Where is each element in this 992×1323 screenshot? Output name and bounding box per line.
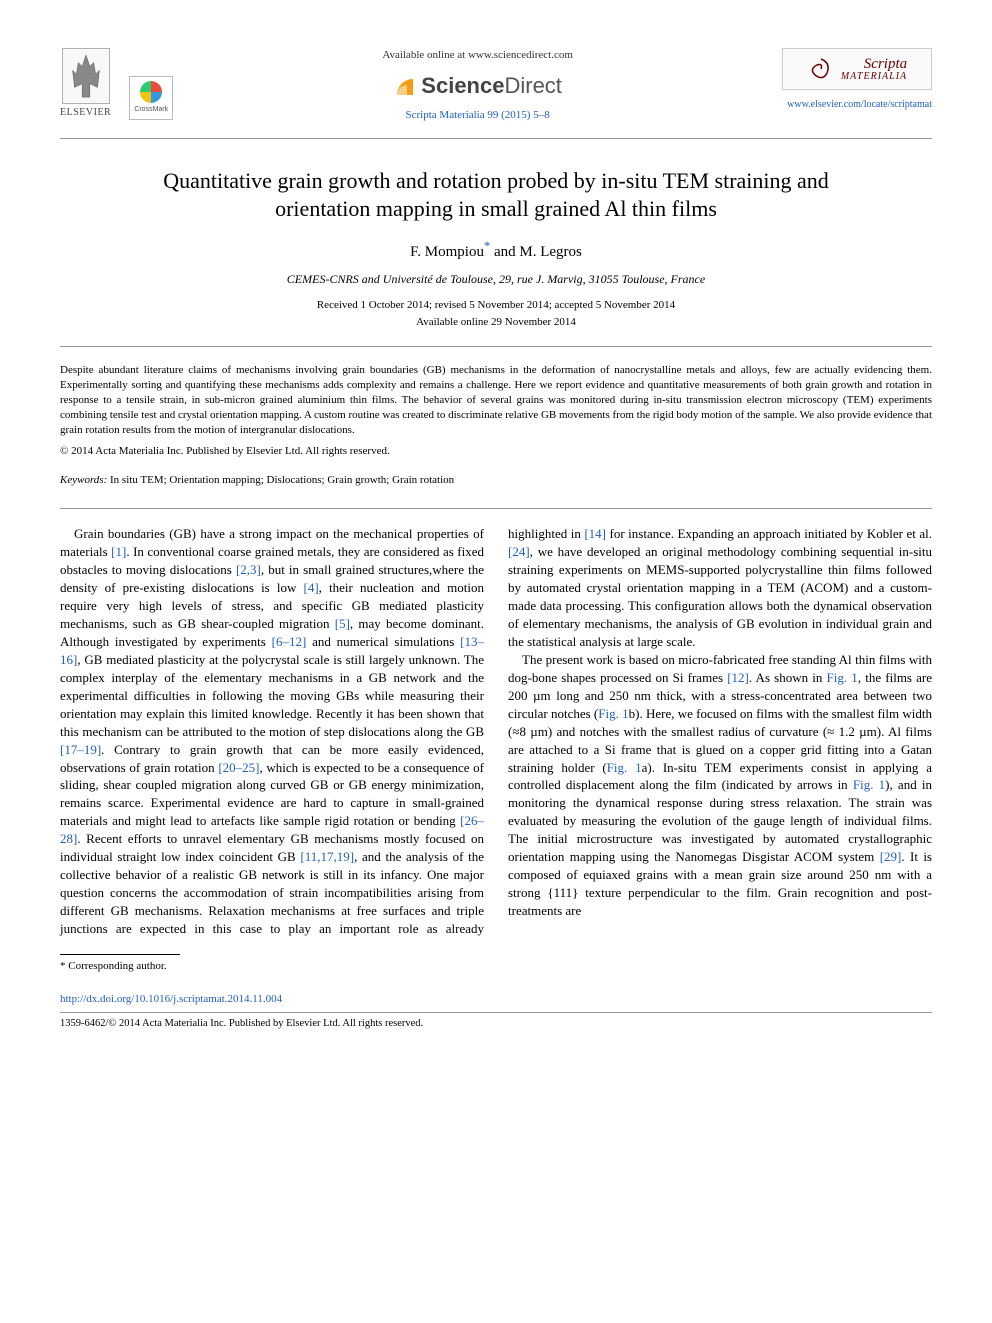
- cite-1[interactable]: [1]: [111, 544, 126, 559]
- footer-divider: [60, 1012, 932, 1013]
- affiliation: CEMES-CNRS and Université de Toulouse, 2…: [60, 271, 932, 288]
- journal-logo-text: Scripta MATERIALIA: [841, 57, 907, 82]
- authors-line: F. Mompiou* and M. Legros: [60, 238, 932, 263]
- dates-online: Available online 29 November 2014: [60, 315, 932, 330]
- abstract-copyright: © 2014 Acta Materialia Inc. Published by…: [60, 444, 932, 459]
- cite-17-19[interactable]: [17–19]: [60, 742, 101, 757]
- fig-ref-1c[interactable]: Fig. 1: [607, 760, 642, 775]
- scripta-line1: Scripta: [841, 57, 907, 72]
- fig-ref-1b[interactable]: Fig. 1: [598, 706, 628, 721]
- crossmark-label: CrossMark: [134, 105, 168, 115]
- fig-ref-1d[interactable]: Fig. 1: [853, 777, 885, 792]
- author-and: and: [490, 244, 519, 260]
- cite-2-3[interactable]: [2,3]: [236, 562, 261, 577]
- header-left: ELSEVIER CrossMark: [60, 48, 173, 120]
- cite-14[interactable]: [14]: [584, 526, 606, 541]
- sciencedirect-logo: ScienceDirect: [193, 71, 762, 102]
- cite-11-17-19[interactable]: [11,17,19]: [300, 849, 354, 864]
- keywords-text: In situ TEM; Orientation mapping; Disloc…: [107, 474, 454, 486]
- crossmark-icon: [140, 81, 162, 103]
- scripta-line2: MATERIALIA: [841, 72, 907, 82]
- header-right: Scripta MATERIALIA www.elsevier.com/loca…: [782, 48, 932, 112]
- article-title: Quantitative grain growth and rotation p…: [120, 167, 872, 224]
- journal-logo-box: Scripta MATERIALIA: [782, 48, 932, 90]
- cite-4[interactable]: [4]: [304, 580, 319, 595]
- cite-6-12[interactable]: [6–12]: [272, 634, 307, 649]
- scripta-swirl-icon: [807, 55, 835, 83]
- fig-ref-1a[interactable]: Fig. 1: [827, 670, 858, 685]
- cite-12[interactable]: [12]: [727, 670, 749, 685]
- divider-bottom: [60, 508, 932, 509]
- sciencedirect-text: ScienceDirect: [421, 71, 562, 102]
- corresponding-footnote: * Corresponding author.: [60, 959, 932, 974]
- available-online-text: Available online at www.sciencedirect.co…: [193, 48, 762, 63]
- sciencedirect-icon: [393, 75, 417, 99]
- cite-24[interactable]: [24]: [508, 544, 530, 559]
- footer-copyright: 1359-6462/© 2014 Acta Materialia Inc. Pu…: [60, 1017, 932, 1032]
- header-center: Available online at www.sciencedirect.co…: [173, 48, 782, 124]
- article-body: Grain boundaries (GB) have a strong impa…: [60, 525, 932, 938]
- journal-reference[interactable]: Scripta Materialia 99 (2015) 5–8: [193, 108, 762, 123]
- body-paragraph-2: The present work is based on micro-fabri…: [508, 651, 932, 920]
- crossmark-badge[interactable]: CrossMark: [129, 76, 173, 120]
- keywords-label: Keywords:: [60, 474, 107, 486]
- cite-5[interactable]: [5]: [335, 616, 350, 631]
- footnote-separator: [60, 954, 180, 955]
- doi-link[interactable]: http://dx.doi.org/10.1016/j.scriptamat.2…: [60, 992, 932, 1007]
- abstract-text: Despite abundant literature claims of me…: [60, 363, 932, 437]
- elsevier-tree-icon: [62, 48, 110, 104]
- page-header: ELSEVIER CrossMark Available online at w…: [60, 48, 932, 139]
- page-footer: http://dx.doi.org/10.1016/j.scriptamat.2…: [60, 992, 932, 1031]
- cite-29[interactable]: [29]: [880, 849, 902, 864]
- dates-received: Received 1 October 2014; revised 5 Novem…: [60, 298, 932, 313]
- elsevier-logo: ELSEVIER: [60, 48, 111, 120]
- journal-locate-link[interactable]: www.elsevier.com/locate/scriptamat: [787, 99, 932, 110]
- divider-top: [60, 346, 932, 347]
- keywords-row: Keywords: In situ TEM; Orientation mappi…: [60, 473, 932, 488]
- elsevier-label: ELSEVIER: [60, 106, 111, 120]
- author-1: F. Mompiou: [410, 244, 484, 260]
- cite-20-25[interactable]: [20–25]: [218, 760, 259, 775]
- author-2: M. Legros: [519, 244, 582, 260]
